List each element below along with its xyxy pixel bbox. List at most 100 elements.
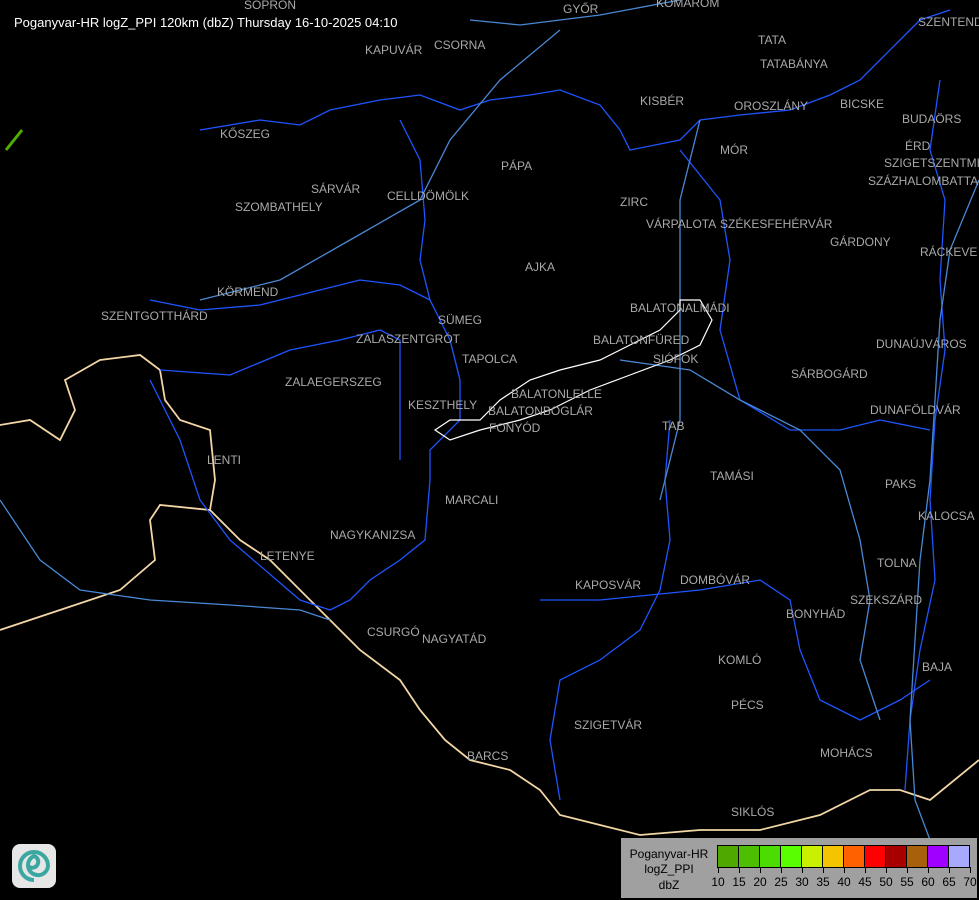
legend-tick [760, 867, 761, 873]
city-label: TATA [758, 33, 786, 47]
legend-tick [781, 867, 782, 873]
city-label: SÁRVÁR [311, 182, 361, 196]
city-label: VÁRPALOTA [646, 217, 717, 231]
city-label: SIKLÓS [731, 805, 775, 819]
city-label: TAMÁSI [710, 469, 754, 483]
legend-tick [970, 867, 971, 873]
city-label: BALATONLELLE [511, 387, 602, 401]
city-label: SÁRBOGÁRD [791, 367, 868, 381]
city-label: AJKA [525, 260, 556, 274]
color-legend: Poganyvar-HR logZ_PPI dbZ 10 15 20 25 30 35 40… [621, 838, 977, 898]
city-label: FONYÓD [489, 421, 541, 435]
city-label: ZALASZENTGRÓT [356, 332, 461, 346]
legend-tick [802, 867, 803, 873]
city-label: SZEKSZÁRD [850, 593, 923, 607]
city-label: KAPOSVÁR [575, 578, 642, 592]
legend-tick-label: 70 [963, 875, 977, 889]
river [0, 499, 331, 621]
city-label: BICSKE [840, 97, 885, 111]
city-label: KŐSZEG [220, 127, 271, 141]
county-border [904, 79, 946, 791]
legend-tick-label: 30 [795, 875, 809, 889]
city-label: SZENTEND [918, 15, 979, 29]
county-border [199, 9, 951, 151]
city-label: BALATONFÜRED [593, 333, 690, 347]
city-label: KISBÉR [640, 94, 685, 108]
legend-tick-label: 50 [879, 875, 893, 889]
legend-tick-label: 60 [921, 875, 935, 889]
swirl-logo-icon [18, 850, 51, 882]
legend-swatch [886, 846, 907, 867]
county-border [149, 379, 331, 611]
city-label: SZOMBATHELY [235, 200, 323, 214]
city-label: PÉCS [731, 698, 764, 712]
city-label: SZIGETSZENTMI [884, 156, 979, 170]
legend-tick-label: 45 [858, 875, 872, 889]
city-label: BUDAÖRS [902, 112, 962, 126]
city-label: SZÁZHALOMBATTA [868, 174, 979, 188]
city-label: NAGYKANIZSA [330, 528, 416, 542]
city-label: DOMBÓVÁR [680, 573, 751, 587]
legend-product: logZ_PPI [644, 862, 694, 876]
city-label: DUNAÚJVÁROS [876, 337, 967, 351]
city-label: BARCS [467, 749, 509, 763]
city-label: MÓR [720, 143, 748, 157]
city-label: TAPOLCA [462, 352, 518, 366]
city-label: CELLDÖMÖLK [387, 189, 470, 203]
legend-swatch [865, 846, 886, 867]
city-label: PAKS [885, 477, 917, 491]
legend-tick-label: 15 [732, 875, 746, 889]
logo [12, 844, 56, 888]
county-border [159, 329, 401, 460]
city-label: GYŐR [563, 2, 599, 16]
city-label: SÜMEG [438, 313, 483, 327]
legend-tick-label: 40 [837, 875, 851, 889]
county-border [549, 419, 671, 801]
legend-swatch [844, 846, 865, 867]
city-label: BALATONALMÁDI [630, 301, 730, 315]
city-label: KAPUVÁR [365, 43, 423, 57]
lake-balaton [433, 299, 713, 441]
city-label: DUNAFÖLDVÁR [870, 403, 961, 417]
legend-swatch [718, 846, 739, 867]
legend-tick [907, 867, 908, 873]
legend-swatch [928, 846, 949, 867]
city-label: GÁRDONY [830, 235, 891, 249]
legend-tick-label: 25 [774, 875, 788, 889]
legend-tick [844, 867, 845, 873]
city-label: CSORNA [434, 38, 486, 52]
city-label: NAGYATÁD [422, 632, 487, 646]
city-label: TATABÁNYA [760, 57, 828, 71]
city-label: LENTI [207, 453, 242, 467]
city-label: ÉRD [905, 139, 931, 153]
legend-swatch [760, 846, 781, 867]
legend-station: Poganyvar-HR [629, 847, 709, 861]
city-label: ZALAEGERSZEG [285, 375, 382, 389]
city-label: SOPRON [244, 0, 297, 12]
legend-swatch [802, 846, 823, 867]
city-label: OROSZLÁNY [734, 99, 809, 113]
city-label: SZÉKESFEHÉRVÁR [720, 217, 833, 231]
legend-swatch [739, 846, 760, 867]
city-label: PÁPA [501, 159, 533, 173]
river [619, 359, 881, 721]
legend-tick-label: 65 [942, 875, 956, 889]
legend-swatches [717, 845, 970, 868]
river [199, 29, 561, 301]
county-border [149, 279, 431, 311]
city-label: BONYHÁD [786, 607, 846, 621]
river [469, 0, 681, 26]
city-label: KALOCSA [918, 509, 975, 523]
legend-tick [865, 867, 866, 873]
legend-swatch [949, 846, 969, 867]
city-label: TAB [662, 419, 685, 433]
legend-tick [718, 867, 719, 873]
city-label: RÁCKEVE [920, 245, 978, 259]
legend-tick [949, 867, 950, 873]
legend-unit: dbZ [658, 878, 680, 892]
city-label: KOMLÓ [718, 653, 762, 667]
legend-tick [928, 867, 929, 873]
city-label: TOLNA [877, 556, 917, 570]
